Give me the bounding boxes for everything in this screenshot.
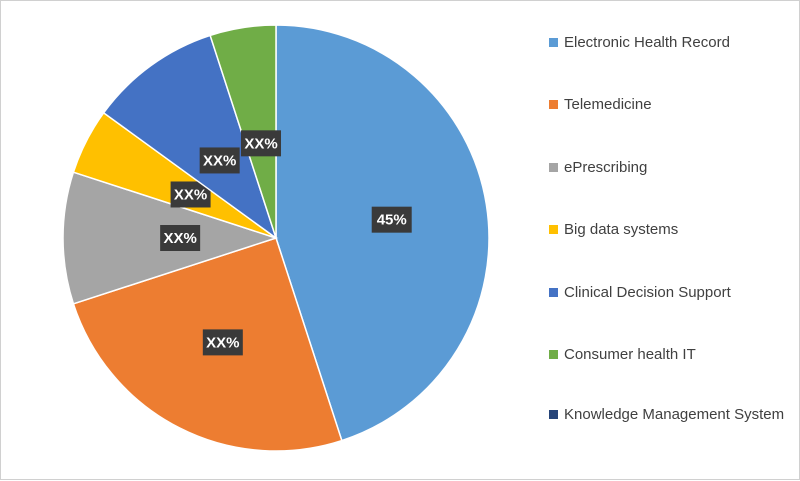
legend-swatch <box>549 225 558 234</box>
legend-item-knowledge-management-system: Knowledge Management System <box>549 403 789 426</box>
legend-swatch <box>549 288 558 297</box>
pie-slice-electronic-health-record <box>275 24 490 442</box>
pie-data-label: XX% <box>170 181 211 208</box>
legend-item-telemedicine: Telemedicine <box>549 93 789 116</box>
pie-data-label: XX% <box>199 147 240 174</box>
legend-swatch <box>549 350 558 359</box>
svg-text:45%: 45% <box>377 212 407 229</box>
legend-label: Clinical Decision Support <box>564 284 731 301</box>
legend-swatch <box>549 163 558 172</box>
legend-label: Knowledge Management System <box>564 406 785 423</box>
pie-data-label: XX% <box>160 225 201 251</box>
legend-item-consumer-health-it: Consumer health IT <box>549 343 789 366</box>
legend-label: ePrescribing <box>564 159 648 176</box>
svg-text:XX%: XX% <box>203 152 236 169</box>
pie-data-label: XX% <box>202 329 243 356</box>
legend-item-eprescribing: ePrescribing <box>549 156 789 179</box>
legend-swatch <box>549 410 558 419</box>
pie-data-label: XX% <box>241 130 282 157</box>
svg-text:XX%: XX% <box>163 230 196 247</box>
legend-swatch <box>549 100 558 109</box>
pie-data-label: 45% <box>371 206 412 233</box>
legend-item-clinical-decision-support: Clinical Decision Support <box>549 281 789 304</box>
legend-label: Big data systems <box>564 221 679 238</box>
pie-slice-clinical-decision-support <box>102 34 278 240</box>
legend-item-electronic-health-record: Electronic Health Record <box>549 31 789 54</box>
legend-swatch <box>549 38 558 47</box>
legend-label: Electronic Health Record <box>564 34 730 51</box>
svg-text:XX%: XX% <box>244 135 277 152</box>
legend-item-big-data-systems: Big data systems <box>549 218 789 241</box>
legend-label: Consumer health IT <box>564 346 696 363</box>
legend-label: Telemedicine <box>564 96 652 113</box>
svg-text:XX%: XX% <box>174 186 207 203</box>
svg-text:XX%: XX% <box>206 334 239 351</box>
